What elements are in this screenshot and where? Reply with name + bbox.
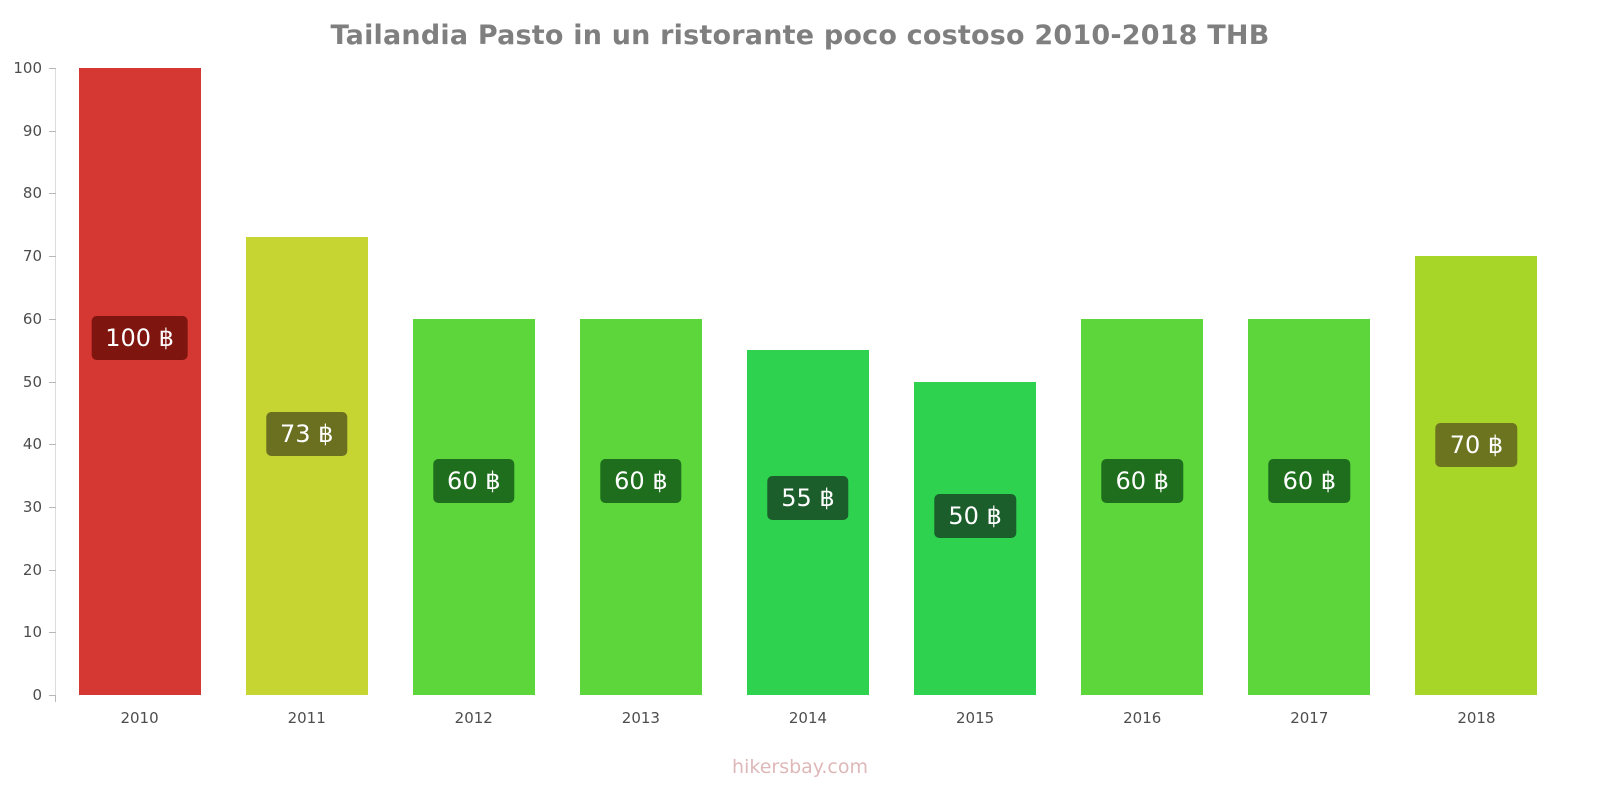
bar-slot: 60 ฿ bbox=[390, 68, 557, 695]
x-tick-label: 2016 bbox=[1123, 709, 1162, 727]
y-tick-mark bbox=[49, 695, 56, 696]
bar-slot: 60 ฿ bbox=[557, 68, 724, 695]
y-tick-label: 90 bbox=[22, 121, 42, 140]
y-tick-mark bbox=[49, 256, 56, 258]
bar-slot: 100 ฿ bbox=[56, 68, 223, 695]
bar bbox=[245, 237, 368, 695]
y-tick-label: 40 bbox=[22, 435, 42, 454]
y-tick-label: 30 bbox=[22, 497, 42, 516]
y-tick-mark bbox=[49, 569, 56, 571]
plot-area: 0 10 20 30 40 50 60 70 80 90 100 100 ฿ 73 ฿ 60 ฿ 60 ฿… bbox=[13, 59, 1560, 727]
x-tick-label: 2018 bbox=[1457, 709, 1496, 727]
bar-value-label: 60 ฿ bbox=[600, 458, 682, 503]
bar-slot: 70 ฿ bbox=[1393, 68, 1560, 695]
origin-tick bbox=[55, 695, 56, 702]
y-tick-label: 10 bbox=[22, 623, 42, 642]
bars-container: 100 ฿ 73 ฿ 60 ฿ 60 ฿ 55 ฿ 50 ฿ 60 ฿ 60 ฿ 70 ฿ bbox=[56, 68, 1560, 695]
x-tick-label: 2014 bbox=[788, 709, 828, 727]
y-tick-mark bbox=[49, 68, 56, 69]
x-tick-label: 2011 bbox=[287, 709, 326, 727]
y-tick-mark bbox=[49, 444, 56, 446]
bar-value-label: 60 ฿ bbox=[1268, 458, 1351, 503]
bar bbox=[1415, 256, 1538, 695]
y-tick-mark bbox=[49, 130, 56, 132]
bar bbox=[78, 68, 201, 695]
x-tick-label: 2017 bbox=[1290, 709, 1329, 727]
watermark: hikersbay.com bbox=[732, 756, 868, 778]
y-tick-label: 50 bbox=[22, 372, 42, 391]
bar-value-label: 60 ฿ bbox=[1101, 458, 1183, 503]
bar bbox=[1248, 318, 1371, 695]
x-tick-label: 2010 bbox=[120, 709, 159, 727]
y-tick-mark bbox=[49, 506, 56, 508]
bar bbox=[746, 350, 869, 695]
y-tick-label: 20 bbox=[22, 560, 42, 579]
y-tick-label: 100 bbox=[13, 59, 42, 77]
chart-title: Tailandia Pasto in un ristorante poco co… bbox=[330, 20, 1270, 51]
y-tick-label: 80 bbox=[22, 184, 42, 203]
y-tick-label: 70 bbox=[22, 247, 42, 266]
bar-slot: 60 ฿ bbox=[1059, 68, 1226, 695]
x-tick-label: 2015 bbox=[956, 709, 995, 727]
y-tick-mark bbox=[49, 193, 56, 195]
y-tick-mark bbox=[49, 381, 56, 383]
bar-value-label: 55 ฿ bbox=[767, 476, 849, 521]
bar-value-label: 60 ฿ bbox=[433, 458, 515, 503]
bar-slot: 60 ฿ bbox=[1226, 68, 1393, 695]
bar-value-label: 100 ฿ bbox=[91, 315, 188, 360]
x-tick-label: 2013 bbox=[621, 709, 660, 727]
y-tick-label: 0 bbox=[32, 686, 42, 704]
y-tick-mark bbox=[49, 318, 56, 320]
bar bbox=[412, 318, 535, 695]
x-axis: 2010 2011 2012 2013 2014 2015 2016 2017 2018 bbox=[56, 709, 1560, 727]
x-tick-label: 2012 bbox=[454, 709, 493, 727]
bar bbox=[1081, 318, 1204, 695]
bar-slot: 50 ฿ bbox=[892, 68, 1059, 695]
bar-value-label: 73 ฿ bbox=[265, 412, 348, 457]
bar bbox=[579, 318, 702, 695]
bar-value-label: 70 ฿ bbox=[1435, 422, 1518, 467]
y-tick-mark bbox=[49, 632, 56, 634]
bar-slot: 73 ฿ bbox=[223, 68, 390, 695]
bar-slot: 55 ฿ bbox=[724, 68, 891, 695]
bar-value-label: 50 ฿ bbox=[934, 494, 1016, 539]
y-tick-label: 60 bbox=[22, 309, 42, 328]
